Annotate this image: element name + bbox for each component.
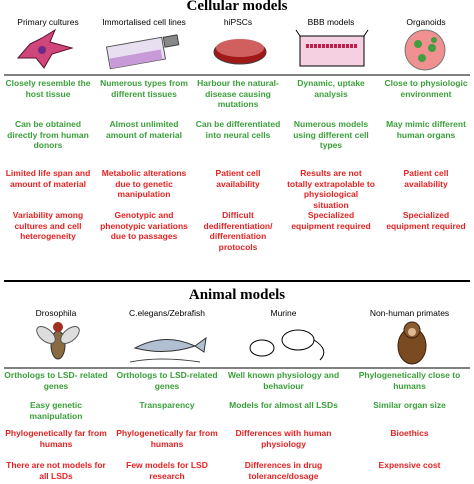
advantage: Numerous models using different cell typ… [293,119,369,150]
limitation: Phylogenetically far from humans [5,428,107,449]
limitation: Bioethics [390,428,429,438]
advantage: Dynamic, uptake analysis [297,78,365,99]
transwell-icon [295,29,369,67]
column-header: Drosophila [35,308,77,318]
advantage: Harbour the natural-disease causing muta… [197,78,279,109]
limitation: Phylogenetically far from humans [116,428,218,449]
flask-icon [105,34,180,70]
mouse-icon [249,329,325,361]
advantage: Close to physiologic environment [384,78,468,99]
column-header: Murine [270,308,297,318]
primate-icon [397,321,427,365]
column-header: Primary cultures [17,17,79,27]
advantage: Transparency [139,400,195,410]
limitation: Specialized equipment required [291,210,371,231]
limitation: Results are not totally extrapolable to … [287,168,375,210]
dish-icon [213,39,267,65]
advantage: Orthologs to LSD-related genes [116,370,218,391]
advantage: Phylogenetically close to humans [358,370,461,391]
organoid-icon [404,29,446,71]
advantage: May mimic different human organs [386,119,466,140]
advantage: Models for almost all LSDs [229,400,338,410]
advantage: Can be obtained directly from human dono… [7,119,89,150]
column-header: C.elegans/Zebrafish [128,308,206,318]
cell-icon [38,46,46,54]
fish-icon [129,336,207,363]
limitation: Genotypic and phenotypic variations due … [100,210,188,241]
limitation: Differences with human physiology [235,428,332,449]
advantage: Can be differentiated into neural cells [195,119,281,140]
section-title: Cellular models [186,0,288,14]
limitation: Patient cell availability [403,168,449,189]
limitation: Few models for LSD research [126,460,208,481]
column-header: BBB models [307,17,355,27]
limitation: Limited life span and amount of material [5,168,91,189]
advantage: Almost unlimited amount of material [105,119,183,140]
column-header: Non-human primates [369,308,450,318]
limitation: Differences in drug tolerance/dosage [244,460,323,481]
column-header: Immortalised cell lines [102,17,186,27]
limitation: There are not models for all LSDs [6,460,106,481]
advantage: Closely resemble the host tissue [5,78,91,99]
column-header: hiPSCs [223,17,253,27]
limitation: Metabolic alterations due to genetic man… [101,168,187,199]
limitation: Variability among cultures and cell hete… [12,210,84,241]
limitation: Expensive cost [378,460,441,470]
limitation: Specialized equipment required [386,210,466,231]
section-title: Animal models [188,287,286,303]
advantage: Orthologs to LSD- related genes [4,370,108,391]
column-header: Organoids [406,17,446,27]
advantage: Well known physiology and behaviour [227,370,340,391]
advantage: Numerous types from different tissues [100,78,188,99]
limitation: Difficult dedifferentiation/ differentia… [203,210,273,252]
advantage: Similar organ size [373,400,446,410]
fly-icon [36,322,80,360]
advantage: Easy genetic manipulation [29,400,83,421]
limitation: Patient cell availability [215,168,261,189]
